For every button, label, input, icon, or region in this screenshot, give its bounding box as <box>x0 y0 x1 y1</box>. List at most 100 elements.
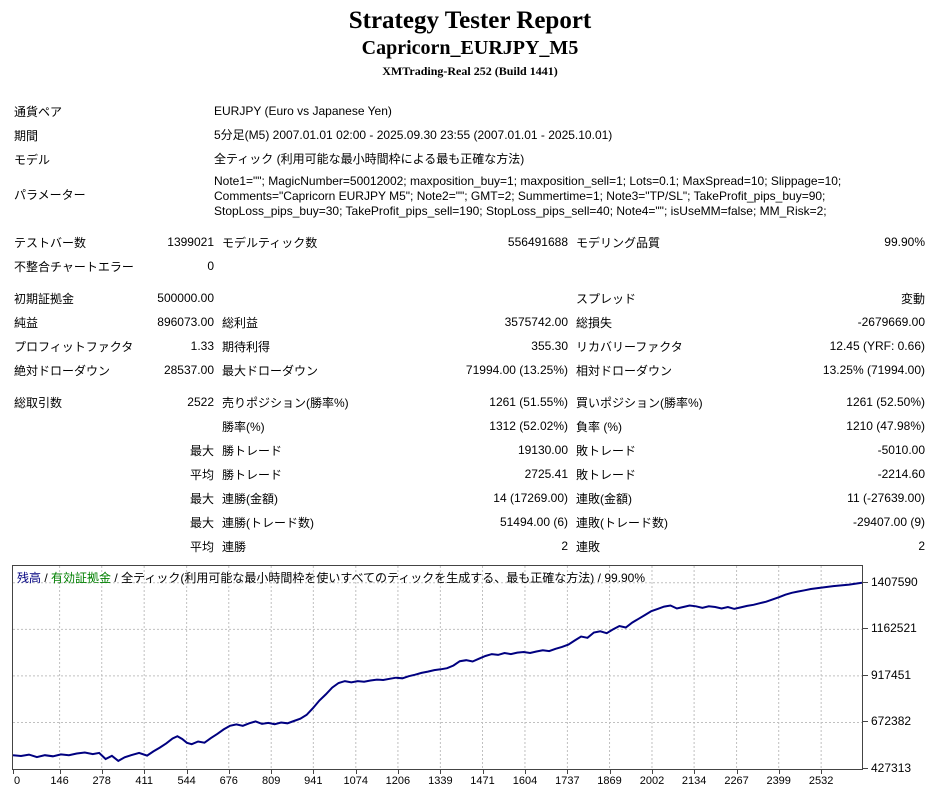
stat-value: 変動 <box>900 291 925 306</box>
balance-equity-chart: 残高 / 有効証拠金 / 全ティック(利用可能な最小時間枠を使いすべてのティック… <box>12 565 863 770</box>
stats-row: 初期証拠金 500000.00 スプレッド 変動 <box>14 286 925 310</box>
stat-value: 2725.41 <box>524 467 568 481</box>
x-axis-label: 146 <box>50 775 69 787</box>
stat-label: 敗トレード <box>576 443 637 458</box>
stat-label: 連敗 <box>576 539 601 554</box>
equity-legend-label: 有効証拠金 <box>51 571 112 585</box>
stat-label: 総利益 <box>222 315 259 330</box>
server-build-info: XMTrading-Real 252 (Build 1441) <box>382 64 558 78</box>
info-row: 通貨ペア EURJPY (Euro vs Japanese Yen) <box>14 99 925 123</box>
stat-value: 556491688 <box>507 235 568 249</box>
stat-value: 平均 <box>189 467 214 482</box>
x-axis-label: 278 <box>92 775 111 787</box>
info-label: 期間 <box>14 128 39 143</box>
stat-value: 3575742.00 <box>504 315 568 329</box>
stat-value: 1312 (52.02%) <box>489 419 568 433</box>
x-axis-label: 2399 <box>766 775 791 787</box>
test-settings-section: 通貨ペア EURJPY (Euro vs Japanese Yen) 期間 5分足(M… <box>14 99 925 222</box>
info-row: モデル 全ティック (利用可能な最小時間枠による最も正確な方法) <box>14 147 925 171</box>
x-axis-label: 0 <box>13 775 21 787</box>
stat-label: 勝率(%) <box>222 419 265 434</box>
stats-row: 総取引数 2522 売りポジション(勝率%) 1261 (51.55%) 買いポジション… <box>14 390 925 414</box>
x-axis-label: 1604 <box>512 775 538 787</box>
stat-label: 相対ドローダウン <box>576 363 673 378</box>
stat-value: 51494.00 (6) <box>499 515 568 529</box>
stat-label: テストバー数 <box>14 235 87 250</box>
x-axis-tick <box>313 770 315 774</box>
info-value: 5分足(M5) 2007.01.01 02:00 - 2025.09.30 23… <box>214 127 613 142</box>
y-axis-tick <box>862 768 868 769</box>
stats-group: 総取引数 2522 売りポジション(勝率%) 1261 (51.55%) 買いポジション… <box>14 390 925 558</box>
x-axis-label: 544 <box>177 775 196 787</box>
stat-value: -29407.00 (9) <box>852 515 925 529</box>
x-axis-tick <box>609 770 611 774</box>
stat-value: 500000.00 <box>157 291 214 305</box>
chart-legend: 残高 / 有効証拠金 / 全ティック(利用可能な最小時間枠を使いすべてのティック… <box>17 569 645 586</box>
expert-name: Capricorn_EURJPY_M5 <box>361 37 579 59</box>
stat-value: 355.30 <box>531 339 568 353</box>
stats-row: 純益 896073.00 総利益 3575742.00 総損失 -2679669.00 <box>14 310 925 334</box>
page-title: Strategy Tester Report <box>348 7 592 34</box>
stats-row: 最大 連勝(金額) 14 (17269.00) 連敗(金額) 11 (-27639.00… <box>14 486 925 510</box>
stat-label: 負率 (%) <box>576 419 622 434</box>
x-axis-tick <box>482 770 484 774</box>
info-value: EURJPY (Euro vs Japanese Yen) <box>214 103 392 118</box>
info-label: 通貨ペア <box>14 104 63 119</box>
stat-label: プロフィットファクタ <box>14 339 134 354</box>
x-axis-tick <box>101 770 103 774</box>
x-axis-tick <box>440 770 442 774</box>
x-axis-tick <box>524 770 526 774</box>
y-axis-label: 1407590 <box>871 574 918 589</box>
stat-value: 19130.00 <box>517 443 568 457</box>
stat-value: 最大 <box>189 443 214 458</box>
x-axis-tick <box>144 770 146 774</box>
stat-value: 11 (-27639.00) <box>847 491 925 505</box>
x-axis-tick <box>228 770 230 774</box>
stat-label: 純益 <box>14 315 39 330</box>
stat-label: 総取引数 <box>14 395 63 410</box>
stats-group: テストバー数 1399021 モデルティック数 556491688 モデリング品質 99.… <box>14 230 925 278</box>
stat-value: 71994.00 (13.25%) <box>465 363 568 377</box>
stat-value: 1210 (47.98%) <box>846 419 925 433</box>
stat-value: 14 (17269.00) <box>493 491 568 505</box>
info-value: Note1=""; MagicNumber=50012002; maxposit… <box>214 174 842 218</box>
stat-value: 1261 (52.50%) <box>846 395 925 409</box>
x-axis-tick <box>736 770 738 774</box>
y-axis-tick <box>862 628 868 630</box>
x-axis-label: 941 <box>304 775 323 787</box>
x-axis-tick <box>821 770 823 774</box>
stat-value: -2214.60 <box>877 467 925 481</box>
info-row: 期間 5分足(M5) 2007.01.01 02:00 - 2025.09.30 … <box>14 123 925 147</box>
stat-label: 連勝(トレード数) <box>222 515 314 530</box>
stats-row: 絶対ドローダウン 28537.00 最大ドローダウン 71994.00 (13.25%… <box>14 358 925 382</box>
stat-label: 売りポジション(勝率%) <box>222 395 349 410</box>
stat-label: 絶対ドローダウン <box>14 363 111 378</box>
stats-row: テストバー数 1399021 モデルティック数 556491688 モデリング品質 99.… <box>14 230 925 254</box>
stats-row: 不整合チャートエラー 0 <box>14 254 925 278</box>
stats-row: 平均 勝トレード 2725.41 敗トレード -2214.60 <box>14 462 925 486</box>
legend-separator: / <box>111 571 122 585</box>
stat-value: 28537.00 <box>163 363 214 377</box>
x-axis-tick <box>271 770 273 774</box>
stat-label: モデリング品質 <box>576 235 661 250</box>
x-axis-tick <box>355 770 357 774</box>
x-axis-label: 2134 <box>681 775 707 787</box>
balance-legend-label: 残高 <box>17 571 42 585</box>
stat-value: -5010.00 <box>877 443 925 457</box>
y-axis-tick <box>862 674 868 676</box>
stat-label: 連敗(トレード数) <box>576 515 668 530</box>
x-axis-label: 809 <box>262 775 281 787</box>
stat-value: 13.25% (71994.00) <box>822 363 925 377</box>
model-legend-label: 全ティック(利用可能な最小時間枠を使いすべてのティックを生成する、最も正確な方法… <box>121 571 595 585</box>
chart-canvas <box>13 566 862 769</box>
x-axis-label: 1074 <box>343 775 369 787</box>
legend-separator: / <box>41 571 52 585</box>
test-results-section: テストバー数 1399021 モデルティック数 556491688 モデリング品質 99.… <box>14 230 925 558</box>
stat-label: 連勝(金額) <box>222 491 278 506</box>
stat-value: 平均 <box>189 539 214 554</box>
x-axis-label: 1339 <box>428 775 453 787</box>
stat-label: リカバリーファクタ <box>576 339 683 354</box>
stat-label: 不整合チャートエラー <box>14 259 134 274</box>
stats-row: プロフィットファクタ 1.33 期待利得 355.30 リカバリーファクタ 12.45 (… <box>14 334 925 358</box>
y-axis-label: 1162521 <box>871 621 917 636</box>
